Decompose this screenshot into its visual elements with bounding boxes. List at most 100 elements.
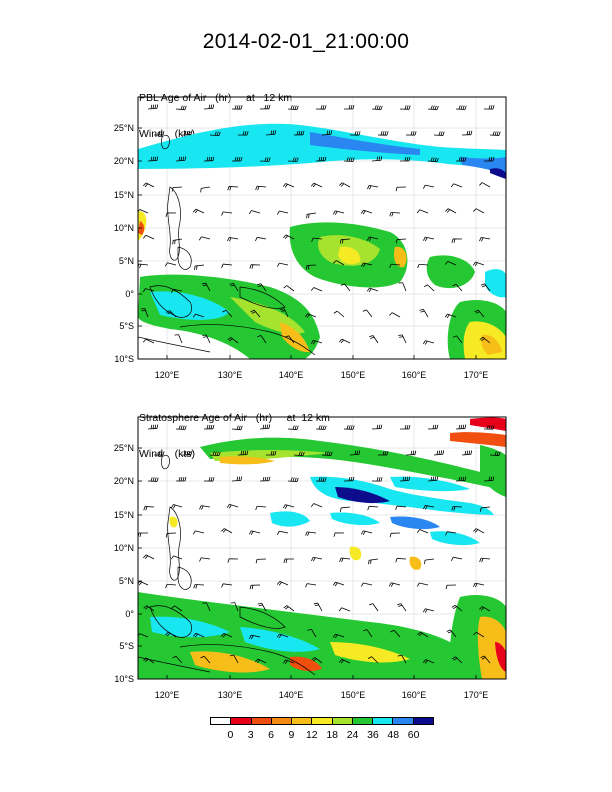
- wind-barb: [423, 236, 435, 242]
- wind-barb: [265, 130, 277, 136]
- wind-barb: [483, 156, 495, 162]
- wind-barb: [423, 184, 435, 189]
- wind-barb: [416, 209, 429, 214]
- wind-barb: [250, 309, 261, 318]
- wind-barb: [202, 602, 211, 612]
- wind-barb: [201, 282, 211, 292]
- wind-barb: [248, 530, 261, 535]
- pbl-lon-tick: 130°E: [218, 370, 243, 380]
- wind-barb: [174, 334, 183, 344]
- wind-barb: [473, 582, 485, 588]
- wind-barb: [249, 634, 261, 640]
- wind-barb: [181, 450, 193, 456]
- wind-barb: [371, 477, 383, 482]
- wind-barb: [277, 262, 289, 267]
- wind-barb: [138, 263, 149, 269]
- wind-barb: [282, 183, 295, 188]
- pbl-lon-tick: 120°E: [155, 370, 180, 380]
- wind-barb: [389, 312, 401, 318]
- wind-barb: [175, 105, 187, 111]
- wind-barb: [422, 608, 435, 613]
- wind-barb: [427, 157, 439, 163]
- wind-barb: [265, 450, 277, 456]
- wind-barb: [315, 156, 327, 162]
- wind-barb: [389, 263, 401, 268]
- wind-barb: [362, 309, 373, 318]
- wind-barb: [181, 130, 193, 136]
- wind-barb: [170, 555, 183, 560]
- wind-barb: [311, 237, 323, 243]
- wind-barb: [433, 131, 445, 136]
- wind-barb: [221, 583, 233, 588]
- wind-barb: [255, 185, 267, 191]
- pbl-lon-tick: 170°E: [464, 370, 489, 380]
- wind-barb: [231, 157, 243, 162]
- wind-barb: [249, 584, 261, 590]
- wind-barb: [366, 236, 379, 242]
- wind-barb: [257, 335, 267, 344]
- wind-barb: [424, 558, 435, 565]
- color-legend: 0 3 6 9 12 18 24 36 48 60: [210, 717, 434, 747]
- wind-barb: [367, 184, 379, 190]
- legend-swatch: [211, 718, 232, 724]
- wind-barb: [227, 337, 239, 344]
- pbl-lon-tick: 140°E: [279, 370, 304, 380]
- wind-barb: [333, 260, 345, 266]
- legend-label: 12: [305, 729, 318, 741]
- wind-barb: [209, 131, 221, 137]
- wind-barb: [455, 105, 467, 110]
- wind-barb: [321, 130, 333, 136]
- wind-barb: [254, 658, 267, 664]
- wind-barb: [171, 288, 183, 294]
- strat-lat-tick: 15°N: [114, 510, 134, 520]
- wind-barb: [147, 156, 159, 162]
- wind-barb: [276, 581, 289, 586]
- legend-swatch: [373, 718, 394, 724]
- wind-barb: [399, 425, 411, 430]
- wind-barb: [209, 451, 221, 457]
- wind-barb: [287, 477, 299, 483]
- pbl-lat-tick: 10°S: [114, 354, 134, 364]
- pbl-age-map: 25°N 20°N 15°N 10°N 5°N 0° 5°S 10°S 120°…: [114, 96, 507, 380]
- pbl-coastlines: [138, 134, 316, 356]
- wind-barb: [422, 340, 435, 345]
- wind-barb: [147, 477, 159, 482]
- wind-barb: [142, 338, 155, 344]
- wind-barb: [192, 208, 205, 214]
- strat-lat-axis: 25°N 20°N 15°N 10°N 5°N 0° 5°S 10°S: [114, 443, 135, 684]
- wind-barb: [143, 605, 155, 612]
- wind-barb: [480, 506, 491, 512]
- wind-barb: [483, 105, 495, 110]
- wind-barb: [451, 238, 463, 243]
- wind-barb: [164, 262, 177, 267]
- wind-barb: [479, 606, 491, 612]
- wind-barb: [306, 212, 317, 219]
- wind-barb: [249, 264, 261, 269]
- strat-lat-tick: 0°: [125, 609, 134, 619]
- wind-barb: [423, 284, 435, 292]
- wind-barb: [349, 450, 361, 456]
- wind-barb: [165, 583, 177, 589]
- wind-barb: [283, 605, 295, 612]
- wind-barb: [395, 238, 407, 244]
- wind-barb: [255, 505, 267, 511]
- wind-barb: [371, 156, 383, 162]
- wind-barb: [367, 656, 379, 664]
- wind-barb: [399, 105, 411, 110]
- wind-barb: [479, 182, 491, 188]
- strat-lat-tick: 25°N: [114, 443, 134, 453]
- wind-barb: [479, 237, 491, 242]
- wind-barb: [227, 186, 239, 191]
- wind-barb: [255, 236, 267, 242]
- wind-barb: [170, 504, 183, 509]
- legend-swatch: [312, 718, 333, 724]
- wind-barb: [416, 582, 429, 587]
- wind-barb: [172, 238, 183, 245]
- wind-barb: [389, 212, 401, 217]
- wind-barb: [377, 131, 389, 136]
- wind-barb: [199, 505, 211, 510]
- wind-barb: [293, 451, 305, 457]
- pbl-wind-barbs: [138, 104, 501, 345]
- legend-label: 6: [268, 729, 274, 741]
- wind-barb: [474, 309, 485, 318]
